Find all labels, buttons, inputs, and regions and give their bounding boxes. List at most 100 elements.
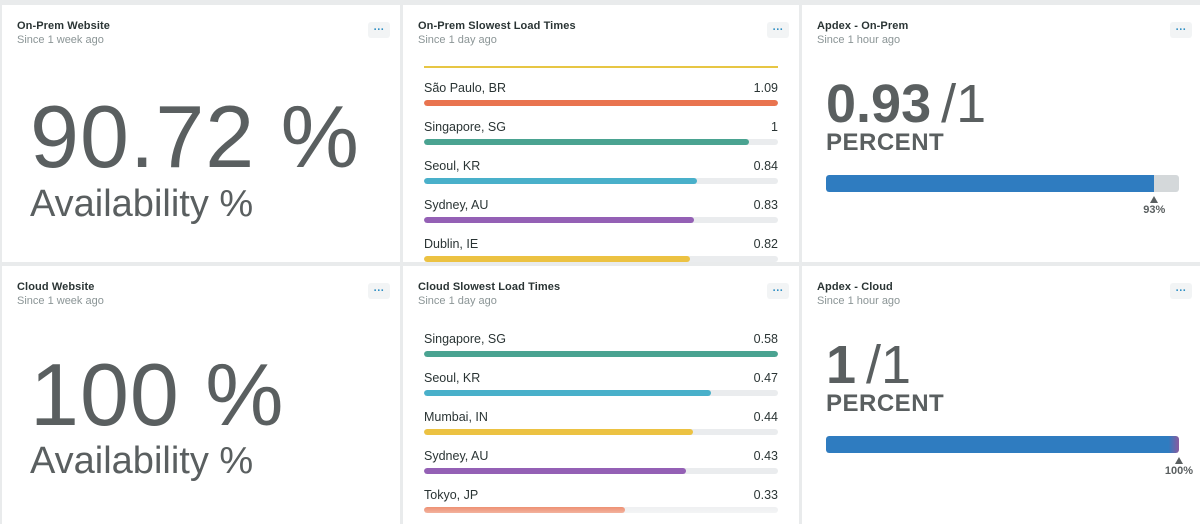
bar-row: Singapore, SG 0.58	[424, 318, 778, 357]
bar-fill	[424, 390, 711, 396]
card-title: On-Prem Website	[17, 20, 110, 32]
ellipsis-icon: ...	[373, 281, 385, 294]
bar-fill	[424, 139, 749, 145]
apdex-score-max: /1	[866, 335, 912, 395]
card-subtitle: Since 1 week ago	[17, 295, 104, 307]
bar-row: Seoul, KR 0.84	[424, 145, 778, 184]
bar-value: 0.83	[753, 198, 778, 212]
bar-fill	[424, 178, 697, 184]
bar-label: Sydney, AU	[424, 449, 489, 463]
bar-label: Sydney, AU	[424, 198, 489, 212]
bar-value: 0.33	[753, 488, 778, 502]
card-title: Apdex - On-Prem	[817, 20, 909, 32]
apdex-unit: PERCENT	[826, 129, 945, 156]
billboard-value: 100 %	[30, 345, 285, 444]
bar-label: Dublin, IE	[424, 237, 479, 251]
bar-value: 1.09	[753, 81, 778, 95]
bar-fill	[424, 217, 694, 223]
bar-label: Mumbai, IN	[424, 410, 488, 424]
bar-list-top-line	[424, 66, 778, 68]
apdex-unit: PERCENT	[826, 390, 945, 417]
bar-row: Singapore, SG 1	[424, 106, 778, 145]
apdex-score: 0.93/1	[826, 77, 986, 131]
bar-list: São Paulo, BR 1.09 Singapore, SG 1 Seoul, KR…	[424, 67, 778, 262]
apdex-score-value: 0.93	[826, 74, 932, 134]
card-subtitle: Since 1 week ago	[17, 34, 104, 46]
bar-value: 0.82	[753, 237, 778, 251]
bar-track	[424, 390, 778, 396]
cloud-load-times-card: Cloud Slowest Load Times Since 1 day ago…	[403, 266, 799, 524]
bar-label: Tokyo, JP	[424, 488, 479, 502]
bar-fill	[424, 468, 687, 474]
card-title: Apdex - Cloud	[817, 281, 893, 293]
ellipsis-icon: ...	[1175, 281, 1187, 294]
ellipsis-icon: ...	[772, 281, 784, 294]
bar-track	[424, 139, 778, 145]
bar-value: 1	[771, 120, 778, 134]
bar-track	[424, 507, 778, 513]
card-subtitle: Since 1 hour ago	[817, 295, 901, 307]
card-menu-button[interactable]: ...	[1170, 21, 1192, 38]
bar-track	[424, 100, 778, 106]
apdex-marker-label: 93%	[1143, 204, 1166, 216]
bar-label: Singapore, SG	[424, 332, 506, 346]
bar-fill	[424, 429, 693, 435]
bar-track	[424, 351, 778, 357]
card-menu-button[interactable]: ...	[1170, 281, 1192, 299]
apdex-progress-track	[826, 175, 1179, 192]
bar-label: São Paulo, BR	[424, 81, 506, 95]
bar-track	[424, 429, 778, 435]
billboard-label: Availability %	[30, 440, 254, 482]
card-subtitle: Since 1 day ago	[418, 34, 497, 46]
apdex-progress-fill	[826, 436, 1179, 453]
bar-value: 0.44	[753, 410, 778, 424]
bar-row: Seoul, KR 0.47	[424, 357, 778, 396]
bar-fill	[424, 351, 778, 357]
bar-track	[424, 468, 778, 474]
card-menu-button[interactable]: ...	[767, 20, 789, 38]
billboard-label: Availability %	[30, 183, 254, 225]
bar-fill	[424, 100, 778, 106]
card-menu-button[interactable]: ...	[767, 281, 789, 299]
triangle-up-icon	[1175, 457, 1183, 464]
apdex-score: 1/1	[826, 338, 911, 392]
bar-track	[424, 217, 778, 223]
apdex-marker: 100%	[1159, 457, 1199, 477]
bar-track	[424, 256, 778, 262]
bar-row: Tokyo, JP 0.33	[424, 474, 778, 513]
billboard-value: 90.72 %	[30, 87, 360, 186]
bar-fill	[424, 256, 691, 262]
bar-value: 0.43	[753, 449, 778, 463]
apdex-onprem-card: Apdex - On-Prem Since 1 hour ago ... 0.9…	[802, 5, 1200, 262]
card-menu-button[interactable]: ...	[368, 281, 390, 299]
card-title: Cloud Slowest Load Times	[418, 281, 561, 293]
bar-row: São Paulo, BR 1.09	[424, 67, 778, 106]
ellipsis-icon: ...	[373, 20, 385, 33]
card-title: On-Prem Slowest Load Times	[418, 20, 576, 32]
card-subtitle: Since 1 hour ago	[817, 34, 901, 46]
apdex-cloud-card: Apdex - Cloud Since 1 hour ago ... 1/1 P…	[802, 266, 1200, 524]
triangle-up-icon	[1150, 196, 1159, 203]
apdex-score-max: /1	[941, 74, 987, 134]
bar-row: Sydney, AU 0.83	[424, 184, 778, 223]
onprem-load-times-card: On-Prem Slowest Load Times Since 1 day a…	[403, 5, 799, 262]
bar-list: Singapore, SG 0.58 Seoul, KR 0.47 Mumbai, IN…	[424, 318, 778, 524]
bar-fill	[424, 507, 626, 513]
bar-label: Seoul, KR	[424, 159, 481, 173]
apdex-score-value: 1	[826, 335, 857, 395]
bar-row: Mumbai, IN 0.44	[424, 396, 778, 435]
apdex-progress-fill	[826, 175, 1155, 192]
ellipsis-icon: ...	[772, 20, 784, 33]
bar-value: 0.47	[753, 371, 778, 385]
onprem-website-card: On-Prem Website Since 1 week ago ... 90.…	[2, 5, 400, 262]
bar-row: Sydney, AU 0.43	[424, 435, 778, 474]
bar-value: 0.58	[753, 332, 778, 346]
card-menu-button[interactable]: ...	[368, 20, 390, 38]
bar-label: Singapore, SG	[424, 120, 506, 134]
bar-value: 0.84	[753, 159, 778, 173]
bar-track	[424, 178, 778, 184]
card-title: Cloud Website	[17, 281, 95, 293]
bar-label: Seoul, KR	[424, 371, 481, 385]
apdex-progress-track	[826, 436, 1179, 453]
